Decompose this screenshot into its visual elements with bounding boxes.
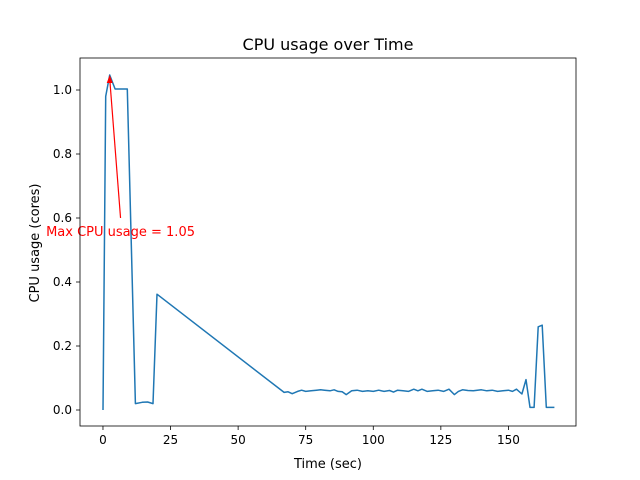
chart-title: CPU usage over Time — [243, 35, 414, 54]
x-tick-label: 150 — [497, 433, 520, 447]
x-tick-label: 0 — [99, 433, 107, 447]
x-axis-label: Time (sec) — [293, 457, 362, 472]
x-tick-label: 75 — [298, 433, 313, 447]
y-tick-label: 0.2 — [53, 339, 72, 353]
y-tick-label: 0.8 — [53, 147, 72, 161]
y-tick-label: 1.0 — [53, 83, 72, 97]
x-tick-label: 100 — [362, 433, 385, 447]
annotation-arrowhead — [106, 74, 113, 83]
cpu-usage-line — [102, 74, 555, 411]
x-tick-label: 125 — [429, 433, 452, 447]
x-tick-label: 25 — [163, 433, 178, 447]
axes-frame — [79, 57, 577, 427]
x-tick-label: 50 — [230, 433, 245, 447]
y-tick-label: 0.0 — [53, 403, 72, 417]
max-cpu-annotation: Max CPU usage = 1.05 — [46, 225, 195, 240]
y-tick-label: 0.6 — [53, 211, 72, 225]
y-axis-label: CPU usage (cores) — [28, 184, 43, 303]
annotation-arrow — [109, 78, 122, 219]
plot-area: 0 25 50 75 100 125 150 0.0 0.2 0.4 0.6 0.8 1.0 Max CP… — [46, 57, 577, 447]
y-tick-label: 0.4 — [53, 275, 72, 289]
